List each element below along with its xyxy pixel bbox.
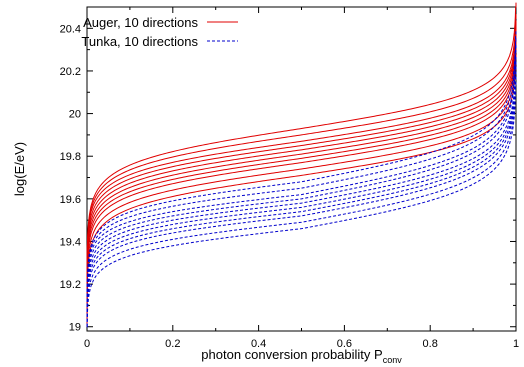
y-tick-label: 20.4 bbox=[60, 23, 81, 35]
auger-curve-3 bbox=[86, 20, 517, 327]
legend: Auger, 10 directions Tunka, 10 direction… bbox=[81, 15, 238, 49]
x-tick-label: 0.8 bbox=[423, 338, 438, 350]
y-tick-label: 20.2 bbox=[60, 66, 81, 78]
x-tick-label: 0.4 bbox=[251, 338, 266, 350]
auger-curve-1 bbox=[86, 2, 517, 327]
auger-curve-2 bbox=[86, 14, 517, 327]
x-tick-label: 0 bbox=[84, 338, 90, 350]
axis-ticks: 0 0.2 0.4 0.6 0.8 1 19 19.2 19.4 19.6 19.8 20 20.2 20… bbox=[60, 6, 519, 350]
tunka-curve-3 bbox=[86, 43, 517, 327]
legend-label-auger: Auger, 10 directions bbox=[83, 15, 198, 30]
y-tick-label: 19.6 bbox=[60, 194, 81, 206]
legend-label-tunka: Tunka, 10 directions bbox=[81, 34, 198, 49]
auger-curve-9 bbox=[86, 48, 517, 327]
auger-curve-10 bbox=[86, 54, 517, 327]
tunka-curve-7 bbox=[86, 65, 517, 328]
series-tunka bbox=[86, 30, 517, 328]
x-tick-label: 0.6 bbox=[337, 338, 352, 350]
y-tick-label: 19.2 bbox=[60, 279, 81, 291]
y-tick-label: 20 bbox=[69, 109, 81, 121]
auger-curve-7 bbox=[86, 37, 517, 327]
auger-curve-6 bbox=[86, 33, 517, 327]
tunka-curve-8 bbox=[86, 69, 517, 328]
series-auger bbox=[86, 2, 517, 327]
x-axis-title-main: photon conversion probability P bbox=[201, 347, 382, 362]
tunka-curve-6 bbox=[86, 61, 517, 328]
tunka-curve-1 bbox=[86, 30, 517, 327]
tunka-curve-5 bbox=[86, 56, 517, 327]
x-tick-label: 1 bbox=[513, 338, 519, 350]
auger-curve-5 bbox=[86, 28, 517, 327]
y-tick-label: 19.8 bbox=[60, 151, 81, 163]
y-tick-label: 19 bbox=[69, 322, 81, 334]
x-tick-label: 0.2 bbox=[165, 338, 180, 350]
tunka-curve-2 bbox=[86, 36, 517, 327]
tunka-curve-10 bbox=[86, 82, 517, 328]
x-axis-title: photon conversion probability Pconv bbox=[201, 347, 402, 365]
auger-curve-8 bbox=[86, 41, 517, 327]
y-tick-label: 19.4 bbox=[60, 236, 81, 248]
x-axis-title-subscript: conv bbox=[383, 355, 403, 365]
y-axis-title: log(E/eV) bbox=[12, 142, 27, 196]
tunka-curve-4 bbox=[86, 47, 517, 327]
series-curves bbox=[86, 2, 517, 328]
auger-curve-4 bbox=[86, 24, 517, 327]
tunka-curve-9 bbox=[86, 76, 517, 328]
